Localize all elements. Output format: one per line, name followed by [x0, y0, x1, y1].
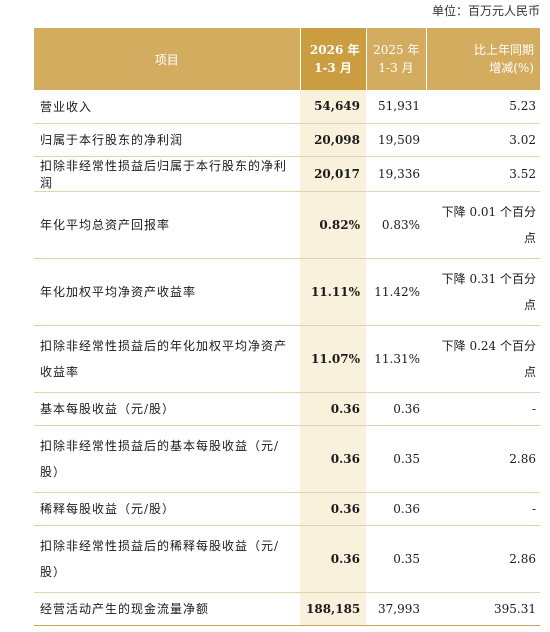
row-change: - [426, 392, 540, 426]
row-change: - [426, 492, 540, 526]
row-change: 5.23 [426, 90, 540, 124]
header-current-year: 2026 年 [309, 43, 360, 57]
table-row: 扣除非经常性损益后的年化加权平均净资产 收益率 11.07% 11.31% 下降… [34, 325, 540, 393]
table-row: 稀释每股收益（元/股） 0.36 0.36 - [34, 492, 540, 526]
row-prior: 0.35 [366, 425, 426, 493]
row-label-line1: 扣除非经常性损益后的基本每股收益（元/ [40, 438, 280, 453]
header-change-line1: 比上年同期 [473, 43, 534, 57]
row-change: 3.52 [426, 156, 540, 192]
row-label: 扣除非经常性损益后的年化加权平均净资产 收益率 [34, 325, 300, 393]
header-current-months: 1-3 月 [314, 61, 352, 75]
row-prior: 19,336 [366, 156, 426, 192]
row-prior: 0.36 [366, 492, 426, 526]
row-change: 2.86 [426, 425, 540, 493]
table-row: 扣除非经常性损益后归属于本行股东的净利润 20,017 19,336 3.52 [34, 156, 540, 192]
row-label: 扣除非经常性损益后的稀释每股收益（元/ 股） [34, 525, 300, 593]
unit-label: 单位：百万元人民币 [431, 4, 540, 18]
row-prior: 0.36 [366, 392, 426, 426]
table-row: 扣除非经常性损益后的基本每股收益（元/ 股） 0.36 0.35 2.86 [34, 425, 540, 493]
row-change: 2.86 [426, 525, 540, 593]
header-change: 比上年同期 增减(%) [426, 28, 540, 90]
header-prior-months: 1-3 月 [378, 61, 414, 75]
row-change-line1: 下降 0.01 个百分 [441, 204, 536, 219]
row-label-line2: 股） [40, 464, 67, 479]
financial-summary-table: 项目 2026 年 1-3 月 2025 年 1-3 月 比上年同期 增减(%)… [34, 28, 540, 626]
row-current: 11.07% [300, 325, 366, 393]
row-prior: 11.31% [366, 325, 426, 393]
row-change-line2: 点 [523, 230, 536, 245]
row-current: 0.36 [300, 392, 366, 426]
table-row: 基本每股收益（元/股） 0.36 0.36 - [34, 392, 540, 426]
row-label-line1: 扣除非经常性损益后的稀释每股收益（元/ [40, 538, 280, 553]
row-label-line1: 扣除非经常性损益后的年化加权平均净资产 [40, 338, 288, 353]
table-row: 经营活动产生的现金流量净额 188,185 37,993 395.31 [34, 592, 540, 626]
row-current: 11.11% [300, 258, 366, 326]
row-label: 扣除非经常性损益后归属于本行股东的净利润 [34, 156, 300, 192]
row-label: 年化平均总资产回报率 [34, 191, 300, 259]
row-current: 54,649 [300, 90, 366, 124]
row-change-line1: 下降 0.31 个百分 [441, 271, 536, 286]
row-label: 年化加权平均净资产收益率 [34, 258, 300, 326]
row-prior: 0.83% [366, 191, 426, 259]
row-current: 0.82% [300, 191, 366, 259]
row-change: 395.31 [426, 592, 540, 626]
row-label: 扣除非经常性损益后的基本每股收益（元/ 股） [34, 425, 300, 493]
row-current: 20,017 [300, 156, 366, 192]
table-row: 营业收入 54,649 51,931 5.23 [34, 90, 540, 124]
table-header-row: 项目 2026 年 1-3 月 2025 年 1-3 月 比上年同期 增减(%) [34, 28, 540, 90]
row-current: 20,098 [300, 123, 366, 157]
row-change: 下降 0.24 个百分 点 [426, 325, 540, 393]
header-prior-year: 2025 年 [373, 43, 420, 57]
row-change-line1: 下降 0.24 个百分 [441, 338, 536, 353]
row-label-line2: 收益率 [40, 364, 80, 379]
row-label: 稀释每股收益（元/股） [34, 492, 300, 526]
row-current: 0.36 [300, 525, 366, 593]
table-row: 年化加权平均净资产收益率 11.11% 11.42% 下降 0.31 个百分 点 [34, 258, 540, 326]
table-row: 扣除非经常性损益后的稀释每股收益（元/ 股） 0.36 0.35 2.86 [34, 525, 540, 593]
header-prior-period: 2025 年 1-3 月 [366, 28, 427, 90]
row-change: 下降 0.01 个百分 点 [426, 191, 540, 259]
row-change: 下降 0.31 个百分 点 [426, 258, 540, 326]
row-current: 0.36 [300, 425, 366, 493]
row-change: 3.02 [426, 123, 540, 157]
header-change-line2: 增减(%) [489, 61, 534, 75]
table-row: 归属于本行股东的净利润 20,098 19,509 3.02 [34, 123, 540, 157]
row-label-line2: 股） [40, 564, 67, 579]
row-current: 188,185 [300, 592, 366, 626]
row-prior: 0.35 [366, 525, 426, 593]
header-item: 项目 [34, 28, 301, 90]
row-prior: 11.42% [366, 258, 426, 326]
row-prior: 37,993 [366, 592, 426, 626]
row-label: 归属于本行股东的净利润 [34, 123, 300, 157]
row-prior: 19,509 [366, 123, 426, 157]
row-change-line2: 点 [523, 364, 536, 379]
row-prior: 51,931 [366, 90, 426, 124]
row-label: 基本每股收益（元/股） [34, 392, 300, 426]
row-label: 经营活动产生的现金流量净额 [34, 592, 300, 626]
table-row: 年化平均总资产回报率 0.82% 0.83% 下降 0.01 个百分 点 [34, 191, 540, 259]
row-label: 营业收入 [34, 90, 300, 124]
row-change-line2: 点 [523, 297, 536, 312]
header-current-period: 2026 年 1-3 月 [300, 28, 367, 90]
row-current: 0.36 [300, 492, 366, 526]
